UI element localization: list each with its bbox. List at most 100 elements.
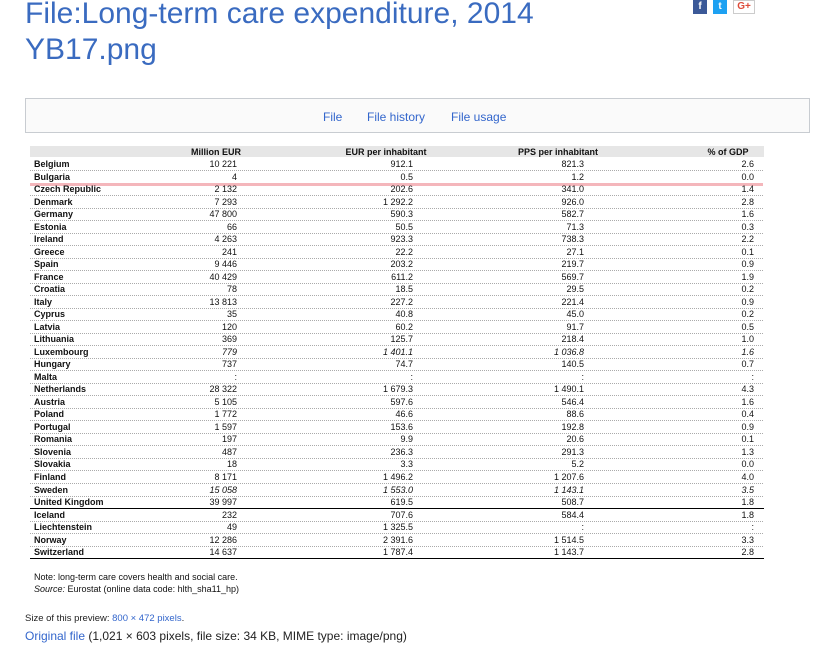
table-cell: 0.7 [741, 359, 754, 370]
table-cell: 779 [221, 346, 237, 357]
table-cell: 738.3 [561, 234, 584, 245]
row-separator [30, 370, 763, 372]
table-cell: 1.2 [571, 171, 584, 182]
table-cell: 2.8 [741, 547, 754, 558]
table-cell: 0.1 [741, 246, 754, 257]
table-cell: 29.5 [566, 284, 584, 295]
table-cell: 1 292.2 [382, 196, 413, 207]
table-cell: 597.6 [390, 396, 413, 407]
table-cell: 584.4 [561, 509, 584, 520]
table-cell: 2 391.6 [382, 534, 413, 545]
row-separator [30, 320, 763, 322]
google-share[interactable]: G+ [733, 0, 755, 14]
table-cell: 71.3 [566, 221, 584, 232]
table-cell: 236.3 [390, 446, 413, 457]
table-cell: 1.0 [741, 334, 754, 345]
table-cell: 10 221 [209, 159, 237, 169]
table-cell: 7 293 [214, 196, 237, 207]
table-cell: 3.3 [400, 459, 413, 470]
row-separator [30, 195, 763, 197]
row-separator [30, 295, 763, 297]
original-link[interactable]: Original file [25, 629, 86, 643]
table-cell: 47 800 [209, 209, 237, 220]
country-name: Norway [34, 534, 67, 545]
table-cell: 1 325.5 [382, 522, 413, 533]
table-cell: 0.0 [741, 459, 754, 470]
table-cell: 20.6 [566, 434, 584, 445]
country-name: Italy [34, 296, 53, 307]
country-name: Croatia [34, 284, 66, 295]
table-cell: : [581, 371, 584, 382]
country-name: United Kingdom [34, 497, 104, 508]
table-cell: 2 132 [214, 184, 237, 195]
table-cell: 2.2 [741, 234, 754, 245]
row-separator [30, 432, 763, 434]
table-cell: 1.8 [741, 497, 754, 508]
table-cell: 1.6 [741, 346, 754, 357]
table-cell: 1.6 [741, 396, 754, 407]
source: Source: Eurostat (online data code: hlth… [34, 584, 239, 594]
table-cell: 2.6 [741, 159, 754, 169]
table-cell: 1 679.3 [382, 384, 413, 395]
column-header: EUR per inhabitant [345, 147, 427, 157]
table-cell: 619.5 [390, 497, 413, 508]
table-cell: : [751, 371, 754, 382]
row-separator [30, 170, 763, 171]
row-separator [30, 245, 763, 247]
table-cell: 569.7 [561, 271, 584, 282]
table-cell: 203.2 [390, 259, 413, 270]
preview-link[interactable]: 800 × 472 pixels [112, 613, 182, 624]
table-cell: 18 [226, 459, 237, 470]
table-cell: 1 143.1 [553, 484, 584, 495]
table-cell: 13 813 [209, 296, 237, 307]
table-cell: 4.3 [741, 384, 754, 395]
table-cell: 192.8 [561, 421, 584, 432]
table-cell: 12 286 [209, 534, 237, 545]
country-name: Austria [34, 396, 66, 407]
table-cell: 341.0 [561, 184, 584, 195]
table-cell: 0.9 [741, 296, 754, 307]
country-name: Spain [34, 259, 59, 270]
table-cell: 88.6 [566, 409, 584, 420]
table-cell: : [234, 371, 237, 382]
table-cell: 232 [221, 509, 237, 520]
table-cell: 28 322 [209, 384, 237, 395]
row-separator [30, 357, 763, 359]
country-name: Malta [34, 371, 58, 382]
original-file: Original file (1,021 × 603 pixels, file … [25, 629, 407, 643]
tab[interactable]: File history [367, 110, 426, 124]
preview-size: Size of this preview: 800 × 472 pixels. [25, 613, 184, 624]
country-name: Iceland [34, 509, 66, 520]
table-cell: 2.8 [741, 196, 754, 207]
facebook-share[interactable]: f [693, 0, 707, 14]
table-cell: 1 597 [214, 421, 237, 432]
row-separator [30, 533, 763, 535]
country-name: Cyprus [34, 309, 66, 320]
table-cell: 241 [221, 246, 237, 257]
note: Note: long-term care covers health and s… [34, 572, 238, 582]
table-cell: 60.2 [395, 321, 413, 332]
twitter-share[interactable]: t [713, 0, 727, 14]
tab[interactable]: File usage [451, 110, 507, 124]
tab[interactable]: File [323, 110, 343, 124]
table-cell: 40.8 [395, 309, 413, 320]
column-header: % of GDP [707, 147, 749, 157]
table-cell: : [410, 371, 413, 382]
table-cell: : [751, 522, 754, 533]
country-name: Bulgaria [34, 171, 71, 182]
country-name: Poland [34, 409, 65, 420]
table-cell: 369 [221, 334, 237, 345]
country-name: Liechtenstein [34, 522, 93, 533]
table-cell: 1 490.1 [553, 384, 584, 395]
table-cell: 1 143.7 [553, 547, 584, 558]
table-cell: 202.6 [390, 184, 413, 195]
table-cell: 487 [221, 446, 237, 457]
table-cell: 5 105 [214, 396, 237, 407]
table-cell: 3.3 [741, 534, 754, 545]
table-cell: 8 171 [214, 472, 237, 482]
table-cell: 590.3 [390, 209, 413, 220]
table-cell: 45.0 [566, 309, 584, 320]
table-cell: 1 514.5 [553, 534, 584, 545]
row-separator [30, 257, 763, 259]
country-name: Luxembourg [34, 346, 89, 357]
